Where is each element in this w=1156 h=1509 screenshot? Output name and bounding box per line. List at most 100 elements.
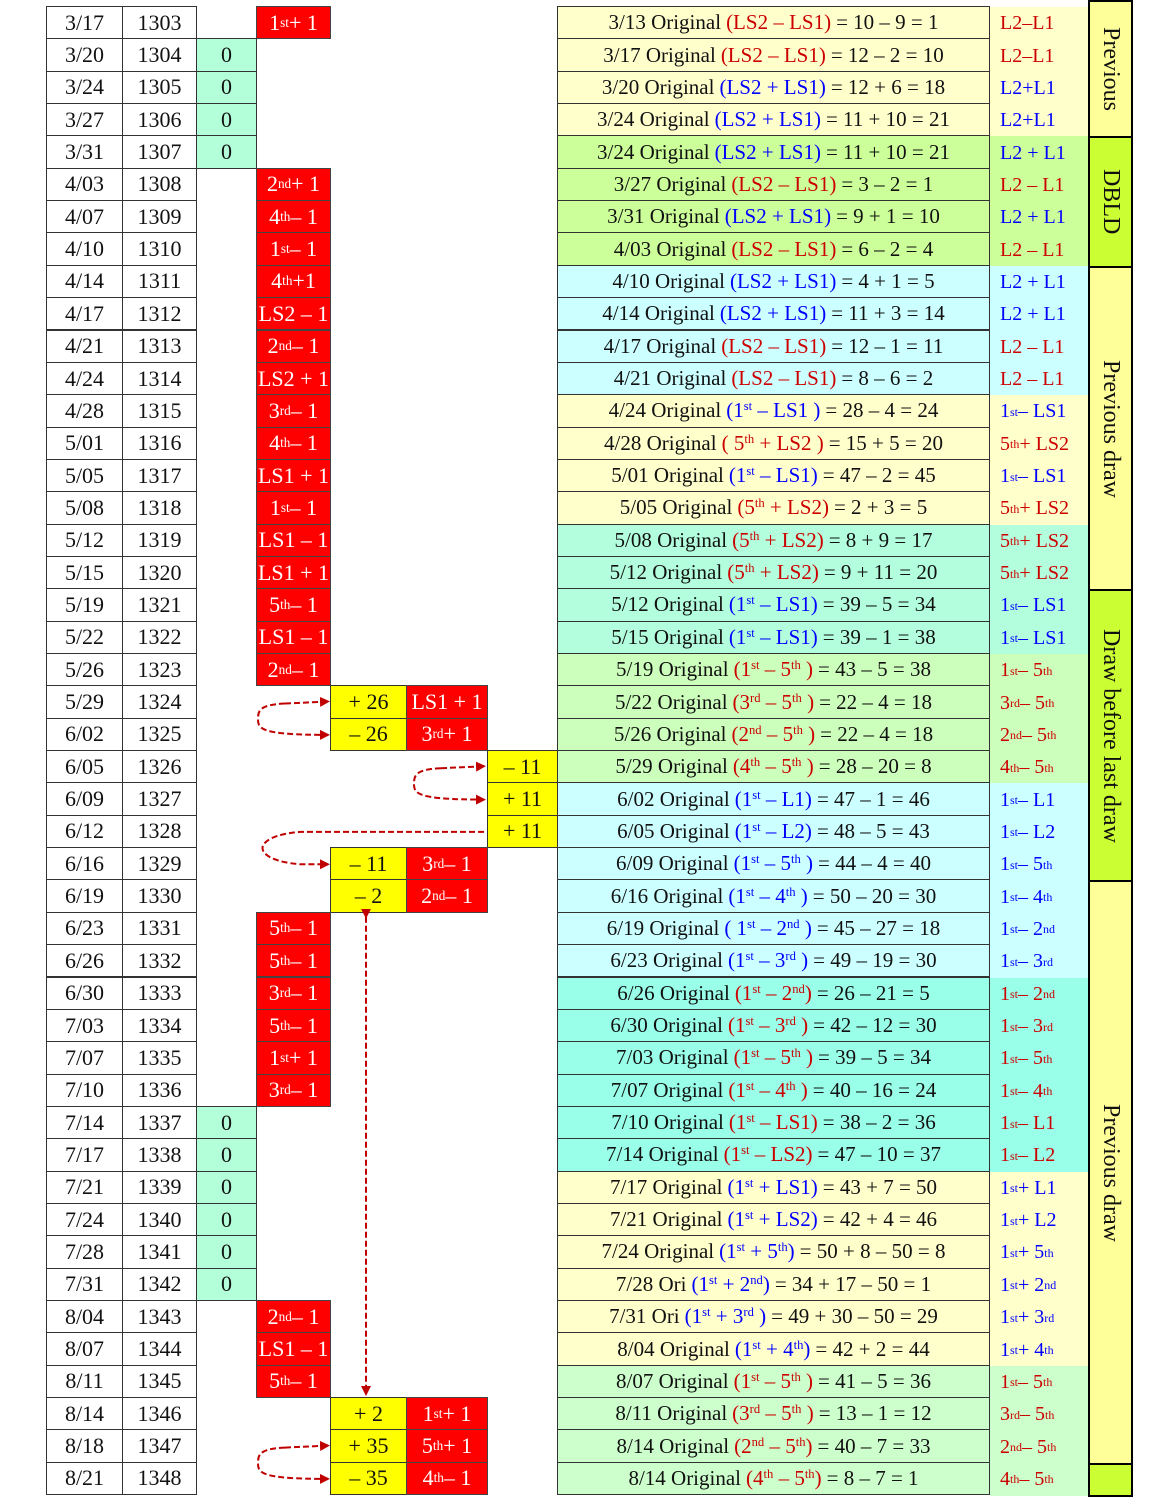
formula-result: = 11 + 3 = 14 (831, 301, 945, 326)
draw-date: 5/19 (46, 588, 123, 622)
draw-date: 6/12 (46, 814, 123, 849)
formula-cell: 6/30 Original (1st – 3rd ) = 42 – 12 = 30 (557, 1008, 990, 1043)
draw-date: 7/31 (46, 1267, 123, 1301)
formula-prefix: 5/26 Original (613, 721, 727, 746)
formula-expression: ( 5th + LS2 ) (721, 430, 824, 455)
draw-number: 1319 (122, 523, 197, 557)
formula-cell: 6/02 Original (1st – L1) = 47 – 1 = 46 (557, 782, 990, 816)
formula-cell: 5/01 Original (1st – LS1) = 47 – 2 = 45 (557, 458, 990, 493)
draw-date: 3/17 (46, 6, 123, 40)
draw-date: 6/23 (46, 911, 123, 946)
draw-number: 1334 (122, 1008, 197, 1043)
draw-date: 3/24 (46, 70, 123, 105)
formula-prefix: 5/29 Original (615, 754, 728, 779)
formula-cell: 7/07 Original (1st – 4th ) = 40 – 16 = 24 (557, 1073, 990, 1107)
change-cell: LS1 – 1 (256, 523, 331, 557)
formula-cell: 3/31 Original (LS2 + LS1) = 9 + 1 = 10 (557, 200, 990, 234)
draw-date: 5/01 (46, 426, 123, 460)
formula-prefix: 3/24 Original (597, 139, 710, 164)
draw-date: 4/21 (46, 329, 123, 363)
formula-expression: (1st + 5th) (719, 1239, 795, 1264)
draw-number: 1315 (122, 394, 197, 428)
draw-number: 1303 (122, 6, 197, 40)
zero-cell: 0 (196, 70, 257, 105)
draw-number: 1317 (122, 458, 197, 493)
draw-date: 4/14 (46, 264, 123, 299)
formula-expression: (4th – 5th ) (732, 754, 814, 779)
formula-cell: 5/19 Original (1st – 5th ) = 43 – 5 = 38 (557, 653, 990, 687)
formula-cell: 6/05 Original (1st – L2) = 48 – 5 = 43 (557, 814, 990, 849)
side-band: DBLD (1088, 136, 1133, 268)
pattern-label: L2 – L1 (990, 168, 1089, 203)
formula-prefix: 5/22 Original (614, 689, 728, 714)
formula-cell: 6/09 Original (1st – 5th ) = 44 – 4 = 40 (557, 847, 990, 881)
formula-prefix: 5/19 Original (616, 657, 729, 682)
formula-cell: 5/22 Original (3rd – 5th ) = 22 – 4 = 18 (557, 685, 990, 719)
formula-expression: (2nd – 5th ) (731, 721, 816, 746)
formula-prefix: 3/17 Original (603, 42, 716, 67)
draw-number: 1338 (122, 1138, 197, 1172)
draw-date: 5/15 (46, 555, 123, 590)
formula-prefix: 3/31 Original (607, 204, 720, 229)
formula-prefix: 7/17 Original (609, 1174, 723, 1199)
formula-result: = 45 – 27 = 18 (816, 915, 941, 940)
draw-number: 1347 (122, 1429, 197, 1463)
pattern-label: L2+L1 (990, 71, 1089, 106)
draw-date: 4/03 (46, 167, 123, 202)
formula-expression: (1st – LS1) (728, 463, 818, 488)
side-band-label: Draw before last draw (1098, 628, 1124, 843)
formula-prefix: 3/27 Original (613, 171, 727, 196)
formula-prefix: 4/17 Original (603, 333, 717, 358)
formula-result: = 50 + 8 – 50 = 8 (799, 1239, 946, 1264)
formula-result: = 40 – 7 = 33 (817, 1433, 931, 1458)
draw-number: 1328 (122, 814, 197, 849)
formula-expression: (LS2 – LS1) (726, 10, 832, 35)
formula-result: = 8 + 9 = 17 (828, 527, 933, 552)
formula-expression: ( 1st – 2nd ) (724, 915, 812, 940)
formula-expression: (4th – 5th) (746, 1465, 822, 1490)
formula-cell: 3/17 Original (LS2 – LS1) = 12 – 2 = 10 (557, 38, 990, 72)
formula-expression: (1st + 3rd ) (684, 1304, 767, 1329)
formula-expression: (LS2 – LS1) (720, 42, 826, 67)
zero-cell: 0 (196, 103, 257, 137)
formula-prefix: 6/26 Original (617, 980, 730, 1005)
formula-cell: 5/05 Original (5th + LS2) = 2 + 3 = 5 (557, 491, 990, 525)
formula-cell: 5/15 Original (1st – LS1) = 39 – 1 = 38 (557, 620, 990, 654)
formula-cell: 8/14 Original (2nd – 5th) = 40 – 7 = 33 (557, 1429, 990, 1463)
zero-cell: 0 (196, 1105, 257, 1140)
formula-result: = 4 + 1 = 5 (841, 268, 935, 293)
formula-result: = 42 – 12 = 30 (813, 1013, 937, 1038)
side-band: Previous (1088, 0, 1133, 139)
formula-result: = 22 – 4 = 18 (819, 689, 933, 714)
formula-prefix: 5/12 Original (611, 592, 724, 617)
draw-date: 5/22 (46, 620, 123, 654)
pattern-label: L2 – L1 (990, 233, 1089, 267)
formula-expression: (1st – 3rd ) (727, 948, 809, 973)
offset-cell-secondary: – 11 (487, 750, 558, 784)
draw-number: 1324 (122, 685, 197, 719)
draw-number: 1337 (122, 1105, 197, 1140)
change-cell-secondary: LS1 + 1 (406, 685, 488, 719)
draw-number: 1316 (122, 426, 197, 460)
offset-cell: – 11 (330, 847, 407, 881)
draw-number: 1327 (122, 782, 197, 816)
formula-result: = 15 + 5 = 20 (828, 430, 943, 455)
offset-cell-secondary: + 11 (487, 814, 558, 849)
formula-cell: 4/24 Original (1st – LS1 ) = 28 – 4 = 24 (557, 394, 990, 428)
change-cell: LS1 + 1 (256, 555, 331, 590)
formula-prefix: 3/24 Original (597, 107, 710, 132)
